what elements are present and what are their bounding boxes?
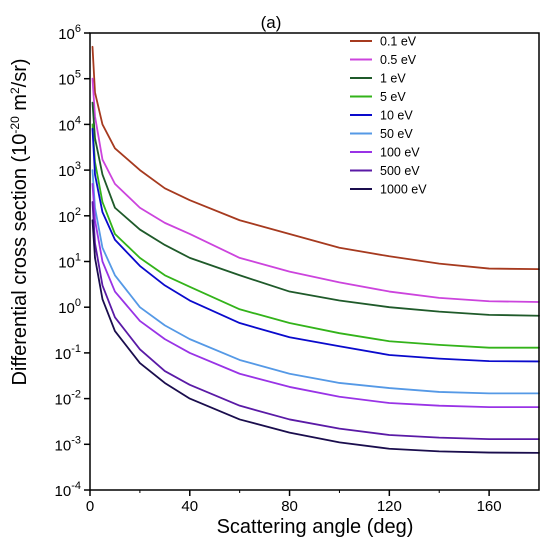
- legend-label-6: 100 eV: [380, 146, 420, 160]
- panel-label: (a): [261, 13, 282, 32]
- y-tick-label-10: 10-4: [55, 480, 81, 500]
- x-tick-label-2: 80: [281, 498, 298, 515]
- legend-label-5: 50 eV: [380, 127, 413, 141]
- y-tick-label-1: 105: [58, 69, 81, 89]
- series-line-0: [91, 45, 540, 271]
- y-tick-label-5: 101: [58, 252, 81, 272]
- x-tick-label-4: 160: [477, 498, 502, 515]
- legend-label-3: 5 eV: [380, 90, 406, 104]
- y-axis-title-unit-sup: 2: [8, 87, 22, 94]
- x-axis-title: Scattering angle (deg): [217, 516, 414, 538]
- legend-label-4: 10 eV: [380, 109, 413, 123]
- y-axis-title-main: Differential cross section (10: [9, 134, 31, 386]
- series-line-6: [91, 182, 540, 409]
- y-axis-title-end: /sr): [9, 58, 31, 87]
- series-line-5: [91, 169, 540, 395]
- plot-frame: [89, 32, 540, 491]
- legend-label-1: 0.5 eV: [380, 53, 417, 67]
- series-line-7: [91, 201, 540, 440]
- series-layer: [91, 45, 540, 454]
- y-tick-label-2: 104: [58, 114, 81, 134]
- legend-label-7: 500 eV: [380, 164, 420, 178]
- legend-label-8: 1000 eV: [380, 183, 427, 197]
- ticks-layer: 0 40 80 120 160 106 105 104 103 102 101 100 10-1 10-2…: [55, 23, 502, 515]
- y-tick-label-8: 10-2: [55, 389, 81, 409]
- series-line-2: [91, 101, 540, 317]
- legend-label-0: 0.1 eV: [380, 35, 417, 49]
- y-tick-label-9: 10-3: [55, 434, 81, 454]
- x-tick-label-0: 0: [86, 498, 94, 515]
- y-axis-title-unit: m: [9, 94, 31, 116]
- series-line-4: [91, 127, 540, 363]
- x-tick-label-1: 40: [181, 498, 198, 515]
- y-tick-label-0: 106: [58, 23, 81, 43]
- y-tick-label-7: 10-1: [55, 343, 81, 363]
- axes-layer: [89, 32, 540, 491]
- legend-label-2: 1 eV: [380, 72, 406, 86]
- series-line-8: [91, 219, 540, 454]
- y-tick-label-4: 102: [58, 206, 81, 226]
- series-line-3: [91, 123, 540, 349]
- y-tick-label-6: 100: [58, 297, 81, 317]
- series-line-1: [91, 77, 540, 303]
- legend: 0.1 eV 0.5 eV 1 eV 5 eV 10 eV 50 eV 100 eV 500 …: [350, 35, 427, 197]
- y-axis-title-exp: -20: [8, 116, 22, 134]
- x-tick-label-3: 120: [377, 498, 402, 515]
- y-tick-label-3: 103: [58, 160, 81, 180]
- y-axis-title: Differential cross section (10-20 m2/sr): [8, 58, 31, 385]
